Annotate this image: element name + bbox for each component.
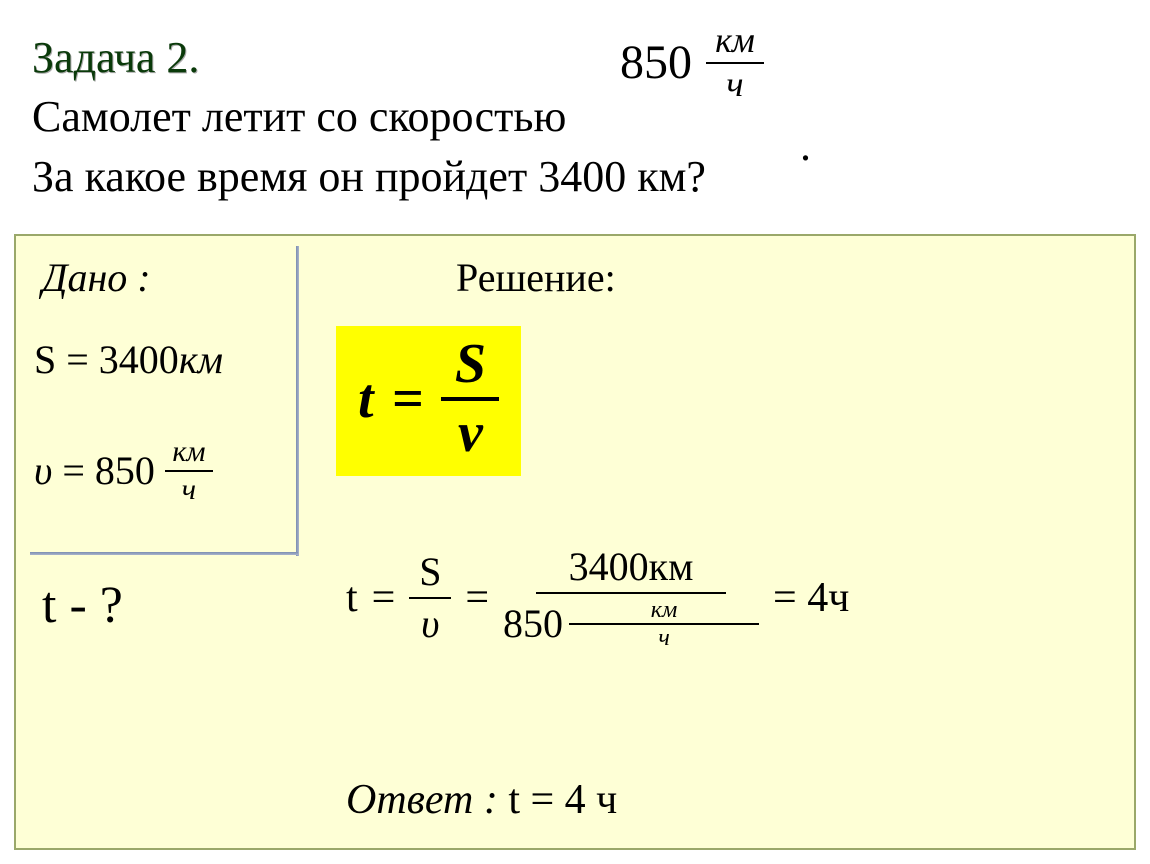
given-distance: S = 3400км: [34, 336, 223, 383]
task-label: Задача 2.: [32, 33, 199, 82]
given-velocity: υ = 850 км ч: [34, 436, 213, 505]
v-unit-bot: ч: [182, 474, 196, 506]
formula-fraction: S v: [441, 336, 499, 462]
calc-f2-unit-bot: ч: [658, 626, 669, 650]
unit-hour: ч: [726, 66, 743, 104]
fraction-bar: [409, 597, 451, 599]
solution-label: Решение:: [456, 254, 616, 301]
answer-label: Ответ :: [346, 777, 498, 823]
calc-eq: =: [372, 574, 396, 622]
s-unit: км: [179, 337, 223, 382]
calc-frac-numeric: 3400км 850 км ч: [503, 546, 759, 651]
formula-eq: =: [392, 367, 424, 431]
s-equals: = 3400: [66, 337, 179, 382]
calc-lhs: t: [346, 574, 358, 622]
calc-eq2: =: [465, 574, 489, 622]
formula-highlight: t = S v: [336, 326, 521, 476]
problem-line2: За какое время он пройдет 3400 км?: [32, 152, 706, 201]
calc-f2-bot-unit: км ч: [569, 598, 759, 651]
problem-line1: Самолет летит со скоростью: [32, 92, 566, 141]
calc-f1-bot: υ: [421, 603, 439, 645]
fraction-bar: [536, 592, 726, 594]
calc-f2-top: 3400км: [569, 544, 694, 589]
calc-frac-symbolic: S υ: [409, 551, 451, 645]
given-label: Дано :: [42, 254, 151, 301]
speed-number: 850: [620, 35, 692, 90]
var-s: S: [34, 337, 56, 382]
vertical-divider: [296, 246, 299, 556]
answer: Ответ : t = 4 ч: [346, 776, 617, 824]
calc-f1-top: S: [419, 551, 441, 593]
fraction-bar: [165, 470, 213, 472]
v-unit-top: км: [172, 436, 205, 468]
v-unit-fraction: км ч: [165, 436, 213, 505]
calculation: t = S υ = 3400км 850 км ч: [346, 546, 849, 651]
v-equals: = 850: [62, 447, 155, 494]
solution-box: Дано : S = 3400км υ = 850 км ч t - ? Реш…: [14, 234, 1136, 850]
slide: Задача 2. Самолет летит со скоростью За …: [0, 0, 1150, 864]
problem-text: Задача 2. Самолет летит со скоростью За …: [32, 28, 706, 206]
unit-km: км: [715, 22, 755, 60]
speed-unit-fraction: км ч: [706, 22, 764, 104]
formula-num: S: [455, 336, 486, 393]
speed-value: 850 км ч: [620, 22, 764, 104]
horizontal-divider: [30, 552, 298, 555]
var-v: υ: [34, 447, 52, 494]
calc-result: = 4ч: [773, 574, 849, 622]
fraction-bar: [441, 397, 499, 401]
trailing-period: .: [800, 120, 811, 171]
calc-f2-unit-top: км: [651, 598, 678, 622]
formula-lhs: t: [358, 367, 374, 431]
find-t: t - ?: [42, 576, 123, 635]
calc-f2-bot-num: 850: [503, 603, 563, 645]
answer-value: t = 4 ч: [508, 777, 617, 823]
formula-den: v: [458, 405, 483, 462]
